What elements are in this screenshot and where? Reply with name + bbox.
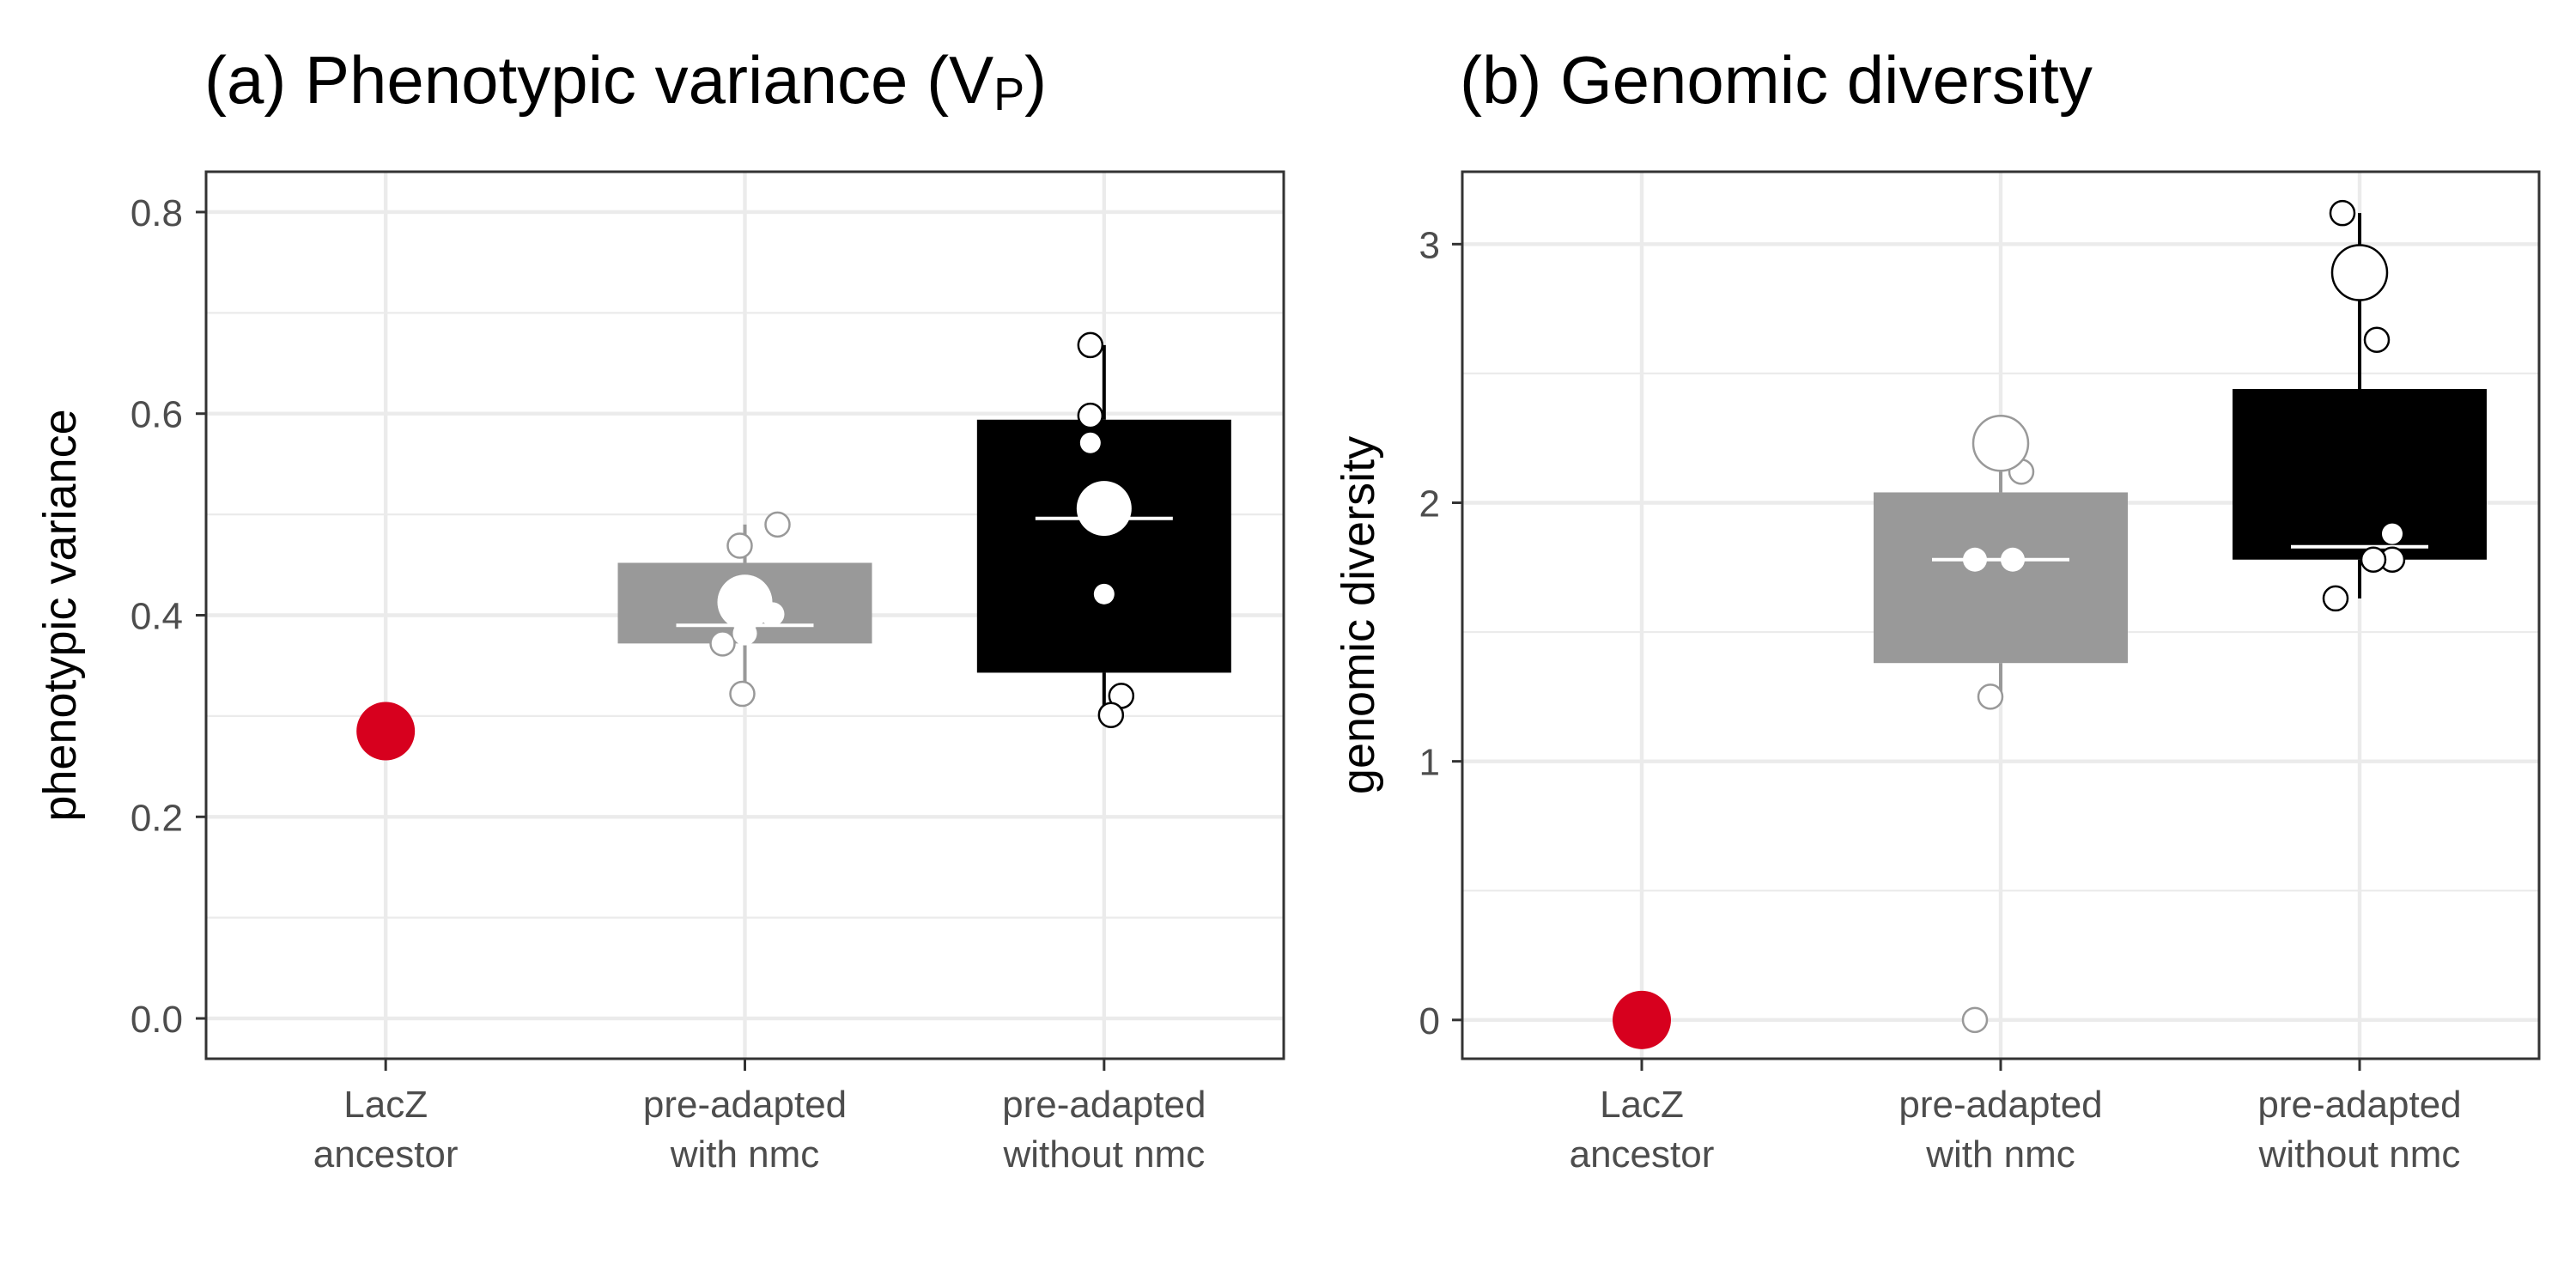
data-point bbox=[764, 511, 791, 538]
box bbox=[1874, 492, 2128, 664]
panel-label: (a) bbox=[204, 42, 305, 118]
x-tick-label-line: LacZ bbox=[343, 1084, 428, 1126]
y-tick-label: 0 bbox=[1419, 1000, 1440, 1042]
mean-point bbox=[1076, 481, 1132, 537]
panel-title-text: Genomic diversity bbox=[1560, 42, 2093, 118]
x-tick-label-line: with nmc bbox=[670, 1133, 820, 1176]
group-2 bbox=[2233, 199, 2487, 612]
mean-point bbox=[356, 702, 416, 761]
y-tick-label: 0.6 bbox=[131, 394, 183, 436]
x-tick-label: pre-adapted without nmc bbox=[1002, 1084, 1206, 1176]
group-0 bbox=[356, 702, 416, 761]
y-axis-label: genomic diversity bbox=[1333, 436, 1384, 794]
panel-title: (a) Phenotypic variance (VP) bbox=[204, 42, 1047, 120]
y-tick-label: 0.4 bbox=[131, 596, 183, 638]
group-0 bbox=[1613, 990, 1671, 1049]
data-point bbox=[1077, 331, 1104, 359]
y-tick-label: 1 bbox=[1419, 742, 1440, 784]
title-symbol-subscript: P bbox=[993, 69, 1024, 120]
group-2 bbox=[976, 331, 1231, 728]
x-tick-label: pre-adapted with nmc bbox=[1899, 1084, 2102, 1176]
box bbox=[976, 419, 1231, 673]
data-point bbox=[1079, 432, 1101, 453]
title-paren-open: ( bbox=[908, 42, 949, 118]
y-axis-label: phenotypic variance bbox=[34, 409, 86, 821]
x-tick-label: pre-adapted with nmc bbox=[643, 1084, 847, 1176]
data-point bbox=[1977, 683, 2004, 710]
data-point bbox=[2329, 199, 2356, 227]
y-tick-label: 2 bbox=[1419, 483, 1440, 525]
data-point bbox=[1097, 702, 1125, 728]
x-tick-label-line: without nmc bbox=[1002, 1133, 1205, 1176]
data-point bbox=[1963, 547, 1987, 572]
panel-label: (b) bbox=[1460, 42, 1560, 118]
box bbox=[2233, 388, 2487, 560]
data-point bbox=[2360, 546, 2387, 573]
x-tick-label-line: pre-adapted bbox=[643, 1084, 847, 1126]
y-tick-label: 3 bbox=[1419, 224, 1440, 266]
x-tick-label-line: pre-adapted bbox=[1002, 1084, 1206, 1126]
data-point bbox=[726, 532, 753, 559]
y-tick-label: 0.8 bbox=[131, 192, 183, 234]
x-tick-label-line: pre-adapted bbox=[2257, 1084, 2461, 1126]
data-point bbox=[729, 680, 756, 708]
x-tick-label-line: ancestor bbox=[313, 1133, 459, 1176]
x-tick-label-line: pre-adapted bbox=[1899, 1084, 2102, 1126]
mean-point bbox=[717, 574, 773, 630]
x-tick-label: pre-adapted without nmc bbox=[2257, 1084, 2461, 1176]
mean-point bbox=[1971, 414, 2030, 472]
data-point bbox=[2001, 547, 2025, 572]
mean-point bbox=[1613, 990, 1671, 1049]
x-tick-label-line: without nmc bbox=[2258, 1133, 2461, 1176]
panel-title-text: Phenotypic variance bbox=[305, 42, 908, 118]
x-tick-label: LacZ ancestor bbox=[313, 1084, 459, 1176]
data-point bbox=[709, 630, 736, 657]
mean-point bbox=[2330, 244, 2389, 301]
panel-a: 0.0 0.2 0.4 0.6 0.8 LacZ ancestor pre-adapted wi… bbox=[34, 42, 1285, 1176]
x-tick-label: LacZ ancestor bbox=[1570, 1084, 1715, 1176]
data-point bbox=[2363, 326, 2391, 354]
data-point bbox=[1961, 1006, 1989, 1034]
title-paren-close: ) bbox=[1024, 42, 1047, 118]
group-1 bbox=[1874, 414, 2128, 1034]
x-tick-label-line: ancestor bbox=[1570, 1133, 1715, 1176]
panel-title: (b) Genomic diversity bbox=[1460, 42, 2093, 118]
y-tick-label: 0.2 bbox=[131, 797, 183, 839]
x-tick-label-line: with nmc bbox=[1925, 1133, 2075, 1176]
data-point bbox=[2382, 523, 2403, 544]
data-point bbox=[2322, 585, 2349, 612]
data-point bbox=[1077, 402, 1104, 429]
y-tick-label: 0.0 bbox=[131, 999, 183, 1041]
title-symbol: V bbox=[949, 42, 993, 118]
x-tick-label-line: LacZ bbox=[1600, 1084, 1684, 1126]
data-point bbox=[1093, 583, 1115, 605]
group-1 bbox=[617, 511, 872, 708]
